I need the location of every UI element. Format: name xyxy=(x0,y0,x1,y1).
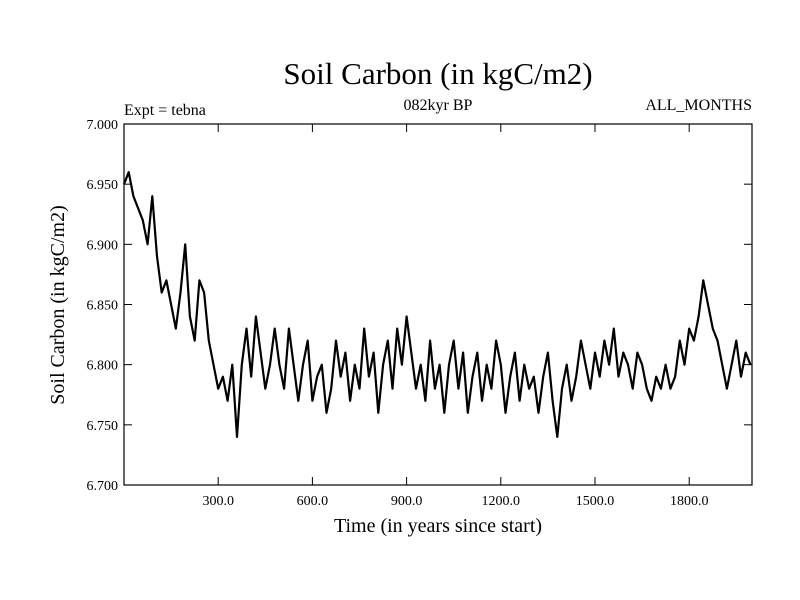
series-layer xyxy=(122,171,752,438)
y-tick-label: 7.000 xyxy=(87,118,119,133)
y-tick-label: 6.900 xyxy=(87,238,119,253)
x-tick-label: 1800.0 xyxy=(670,494,709,509)
y-tick-label: 6.750 xyxy=(87,419,119,434)
experiment-label: Expt = tebna xyxy=(124,102,206,119)
x-axis: 300.0 600.0 900.0 1200.0 1500.0 1800.0 xyxy=(202,124,708,509)
plot-frame xyxy=(123,123,753,486)
y-tick-label: 6.800 xyxy=(87,359,119,374)
series-line-0 xyxy=(122,171,752,438)
y-tick-label: 6.700 xyxy=(87,479,119,494)
months-label: ALL_MONTHS xyxy=(645,97,752,114)
x-tick-label: 300.0 xyxy=(202,494,234,509)
y-axis-title: Soil Carbon (in kgC/m2) xyxy=(47,205,69,404)
x-tick-label: 900.0 xyxy=(391,494,423,509)
x-axis-title: Time (in years since start) xyxy=(334,515,542,537)
x-tick-label: 1200.0 xyxy=(482,494,521,509)
y-tick-label: 6.850 xyxy=(87,299,119,314)
y-tick-label: 6.950 xyxy=(87,178,119,193)
chart-title: Soil Carbon (in kgC/m2) xyxy=(283,56,592,91)
y-axis: 6.700 6.750 6.800 6.850 6.900 6.950 7.000 xyxy=(87,118,752,494)
x-tick-label: 1500.0 xyxy=(576,494,615,509)
period-label: 082kyr BP xyxy=(404,97,473,114)
x-tick-label: 600.0 xyxy=(297,494,329,509)
